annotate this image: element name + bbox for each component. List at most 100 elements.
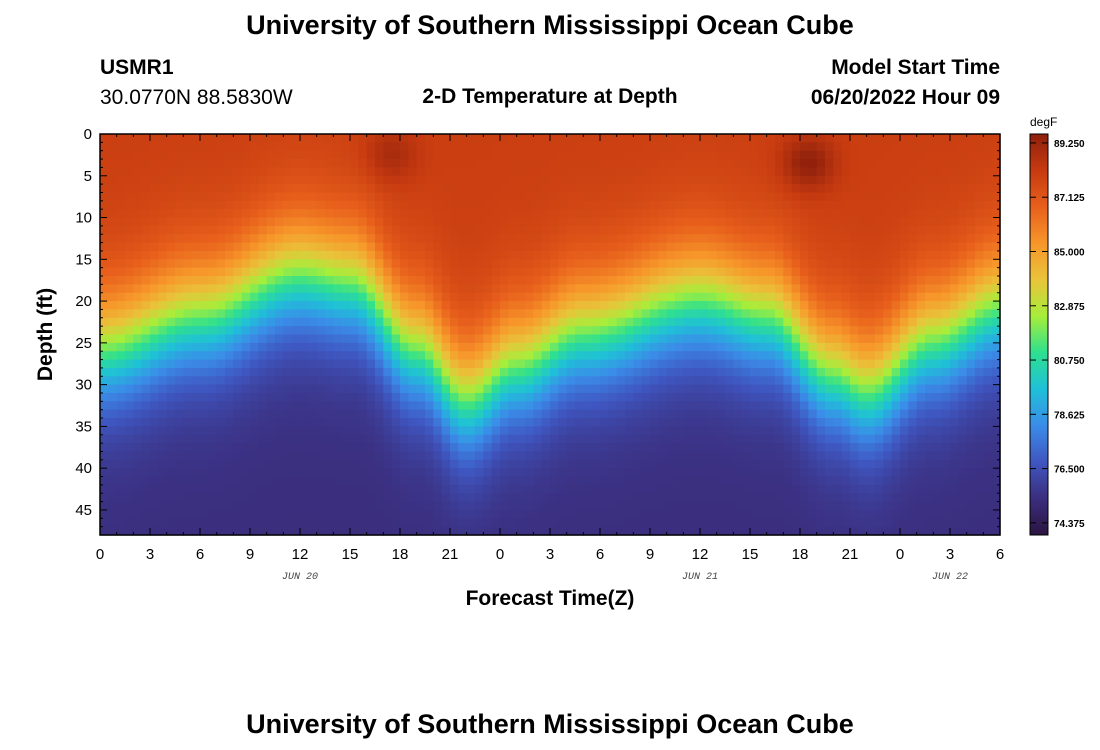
heatmap-cell [458,225,468,235]
heatmap-cell [366,434,376,444]
heatmap-cell [958,367,968,377]
heatmap-cell [933,484,943,494]
heatmap-cell [458,250,468,260]
heatmap-cell [983,167,993,177]
heatmap-cell [916,326,926,336]
heatmap-cell [966,501,976,511]
heatmap-cell [283,250,293,260]
heatmap-cell [850,468,859,478]
heatmap-cell [733,225,743,235]
heatmap-cell [141,242,151,252]
heatmap-cell [416,376,426,386]
heatmap-cell [825,225,834,235]
heatmap-cell [383,401,393,411]
heatmap-cell [708,234,718,244]
heatmap-cell [425,334,434,344]
heatmap-cell [800,142,809,152]
heatmap-cell [700,426,709,436]
heatmap-cell [525,384,534,394]
heatmap-cell [783,409,793,419]
heatmap-cell [533,301,543,311]
heatmap-cell [200,225,209,235]
heatmap-cell [700,484,709,494]
heatmap-cell [566,509,576,519]
heatmap-cell [250,301,259,311]
heatmap-cell [416,301,426,311]
heatmap-cell [166,334,176,344]
heatmap-cell [216,159,226,169]
heatmap-cell [541,259,551,269]
heatmap-cell [191,242,201,252]
heatmap-cell [900,501,909,511]
heatmap-cell [766,284,776,294]
heatmap-cell [800,200,809,210]
heatmap-cell [725,409,734,419]
heatmap-cell [125,309,134,319]
heatmap-cell [550,401,559,411]
heatmap-cell [608,200,618,210]
heatmap-cell [608,209,618,219]
heatmap-cell [908,184,918,194]
heatmap-cell [350,434,359,444]
heatmap-cell [691,284,701,294]
heatmap-cell [208,276,218,285]
heatmap-cell [725,284,734,294]
heatmap-cell [591,334,601,344]
heatmap-cell [141,359,151,369]
heatmap-cell [966,292,976,302]
heatmap-cell [158,518,168,528]
heatmap-cell [483,376,493,386]
heatmap-cell [241,351,251,361]
heatmap-cell [708,334,718,344]
heatmap-cell [575,418,584,427]
heatmap-cell [175,317,184,327]
heatmap-cell [933,317,943,327]
heatmap-cell [225,175,234,185]
heatmap-cell [525,184,534,194]
heatmap-cell [258,401,268,411]
heatmap-cell [941,484,951,494]
heatmap-cell [650,451,659,461]
heatmap-cell [108,501,118,511]
heatmap-cell [225,376,234,386]
heatmap-cell [683,267,693,277]
heatmap-cell [900,493,909,503]
heatmap-cell [508,501,518,511]
heatmap-cell [950,209,959,219]
heatmap-cell [516,509,526,519]
heatmap-cell [100,334,109,344]
heatmap-cell [541,317,551,327]
heatmap-cell [716,434,726,444]
heatmap-cell [683,150,693,160]
heatmap-cell [750,276,759,285]
heatmap-cell [750,192,759,202]
heatmap-cell [100,459,109,469]
heatmap-cell [658,175,668,185]
heatmap-cell [383,184,393,194]
heatmap-cell [916,217,926,227]
heatmap-cell [216,351,226,361]
heatmap-cell [700,409,709,419]
heatmap-cell [425,209,434,219]
heatmap-cell [933,334,943,344]
heatmap-cell [133,242,143,252]
heatmap-cell [441,209,451,219]
heatmap-cell [366,167,376,177]
heatmap-cell [958,309,968,319]
heatmap-cell [200,150,209,160]
heatmap-cell [241,292,251,302]
heatmap-cell [408,150,418,160]
heatmap-cell [291,259,301,269]
heatmap-cell [416,484,426,494]
heatmap-cell [766,301,776,311]
heatmap-cell [808,484,818,494]
heatmap-cell [666,134,676,143]
heatmap-cell [533,351,543,361]
heatmap-cell [983,384,993,394]
heatmap-cell [441,200,451,210]
heatmap-cell [941,317,951,327]
heatmap-cell [833,501,843,511]
heatmap-cell [250,451,259,461]
heatmap-cell [733,309,743,319]
heatmap-cell [175,376,184,386]
